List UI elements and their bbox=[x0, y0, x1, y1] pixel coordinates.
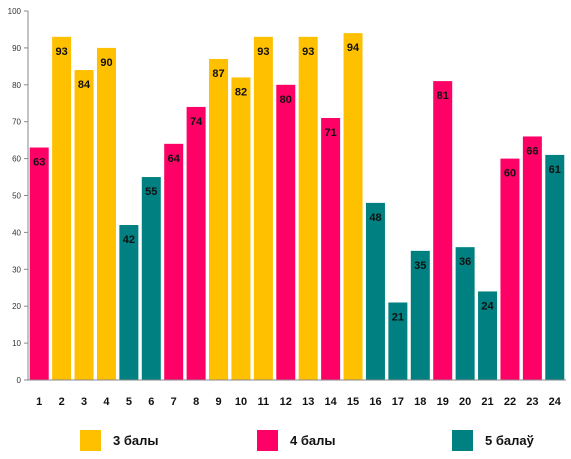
x-tick-label: 7 bbox=[171, 396, 177, 408]
bar bbox=[231, 77, 251, 381]
x-tick-label: 24 bbox=[549, 396, 562, 408]
legend-item-3-baly: 3 балы bbox=[80, 428, 158, 452]
y-tick-label: 70 bbox=[12, 118, 21, 127]
y-tick-label: 20 bbox=[12, 302, 21, 311]
x-tick-label: 16 bbox=[369, 396, 381, 408]
y-tick-label: 80 bbox=[12, 81, 21, 90]
data-label: 24 bbox=[481, 300, 494, 312]
x-tick-label: 23 bbox=[526, 396, 538, 408]
y-tick-label: 60 bbox=[12, 155, 21, 164]
data-label: 93 bbox=[257, 46, 269, 58]
data-label: 66 bbox=[526, 145, 538, 157]
x-tick-label: 5 bbox=[126, 396, 132, 408]
data-label: 64 bbox=[168, 153, 181, 165]
x-tick-label: 21 bbox=[481, 396, 493, 408]
data-label: 55 bbox=[145, 186, 157, 198]
y-tick-label: 50 bbox=[12, 192, 21, 201]
data-label: 74 bbox=[190, 116, 203, 128]
data-label: 84 bbox=[78, 79, 91, 91]
x-tick-label: 11 bbox=[258, 396, 270, 408]
y-tick-label: 0 bbox=[17, 376, 22, 385]
bar bbox=[52, 36, 72, 381]
bar bbox=[29, 147, 49, 380]
data-label: 90 bbox=[100, 57, 112, 69]
y-tick-label: 30 bbox=[12, 265, 21, 274]
bar bbox=[253, 36, 273, 381]
x-axis: 1 2 3 4 5 6 7 8 9 10 11 12 13 14 15 16 17 18 19 20 21 22 23 24 bbox=[28, 379, 566, 408]
bar bbox=[321, 118, 341, 380]
x-tick-label: 19 bbox=[437, 396, 449, 408]
bar bbox=[209, 58, 229, 380]
bar bbox=[119, 225, 139, 380]
data-label: 94 bbox=[347, 42, 360, 54]
y-tick-label: 10 bbox=[12, 339, 21, 348]
legend-label-4-baly: 4 балы bbox=[290, 432, 336, 448]
data-label: 21 bbox=[392, 312, 404, 324]
legend-label-3-baly: 3 балы bbox=[113, 432, 159, 448]
legend-swatch-4-baly bbox=[257, 429, 278, 451]
bars bbox=[29, 33, 565, 381]
data-label: 81 bbox=[437, 90, 449, 102]
bar bbox=[298, 36, 318, 381]
bar bbox=[141, 177, 161, 380]
data-label: 61 bbox=[549, 164, 561, 176]
x-tick-label: 20 bbox=[459, 396, 471, 408]
bar bbox=[478, 291, 498, 380]
legend-item-4-baly: 4 балы bbox=[257, 428, 335, 452]
y-tick-label: 100 bbox=[8, 7, 22, 16]
bar bbox=[186, 106, 206, 380]
x-tick-label: 9 bbox=[215, 396, 221, 408]
x-tick-label: 18 bbox=[414, 396, 426, 408]
x-tick-label: 17 bbox=[392, 396, 404, 408]
bar bbox=[164, 143, 184, 380]
x-tick-label: 15 bbox=[347, 396, 359, 408]
bar bbox=[522, 136, 542, 380]
legend-swatch-3-baly bbox=[80, 429, 101, 451]
bar bbox=[365, 202, 385, 380]
x-tick-label: 4 bbox=[103, 396, 110, 408]
data-label: 42 bbox=[123, 234, 135, 246]
bar bbox=[96, 47, 116, 381]
data-labels: 63 93 84 90 42 55 64 74 87 82 93 80 93 71 94 48 21 35 81 36… bbox=[33, 42, 561, 323]
data-label: 82 bbox=[235, 86, 247, 98]
bar bbox=[433, 81, 453, 381]
x-tick-label: 3 bbox=[81, 396, 87, 408]
data-label: 60 bbox=[504, 168, 516, 180]
bar bbox=[388, 302, 408, 380]
bar bbox=[74, 70, 94, 380]
data-label: 48 bbox=[369, 212, 381, 224]
x-tick-label: 10 bbox=[235, 396, 247, 408]
x-tick-label: 13 bbox=[302, 396, 314, 408]
data-label: 80 bbox=[280, 94, 292, 106]
data-label: 36 bbox=[459, 256, 471, 268]
bar bbox=[410, 250, 430, 380]
x-tick-label: 14 bbox=[325, 396, 338, 408]
y-axis: 0 10 20 30 40 50 60 70 80 90 100 bbox=[8, 7, 29, 385]
bar bbox=[455, 247, 475, 380]
data-label: 35 bbox=[414, 260, 426, 272]
x-tick-label: 2 bbox=[59, 396, 65, 408]
data-label: 63 bbox=[33, 157, 45, 169]
x-tick-label: 22 bbox=[504, 396, 516, 408]
bar bbox=[343, 33, 363, 380]
legend-label-5-balau: 5 балаў bbox=[485, 432, 534, 448]
legend-item-5-balau: 5 балаў bbox=[452, 428, 534, 452]
bar bbox=[500, 158, 520, 380]
bar bbox=[545, 154, 565, 380]
bar bbox=[276, 84, 296, 381]
data-label: 93 bbox=[56, 46, 68, 58]
legend-swatch-5-balau bbox=[452, 429, 473, 451]
y-tick-label: 40 bbox=[12, 228, 21, 237]
x-tick-label: 1 bbox=[36, 396, 42, 408]
x-tick-label: 8 bbox=[193, 396, 199, 408]
data-label: 93 bbox=[302, 46, 314, 58]
x-tick-label: 6 bbox=[148, 396, 154, 408]
y-tick-label: 90 bbox=[12, 44, 21, 53]
data-label: 71 bbox=[325, 127, 337, 139]
x-tick-label: 12 bbox=[280, 396, 292, 408]
data-label: 87 bbox=[212, 68, 224, 80]
